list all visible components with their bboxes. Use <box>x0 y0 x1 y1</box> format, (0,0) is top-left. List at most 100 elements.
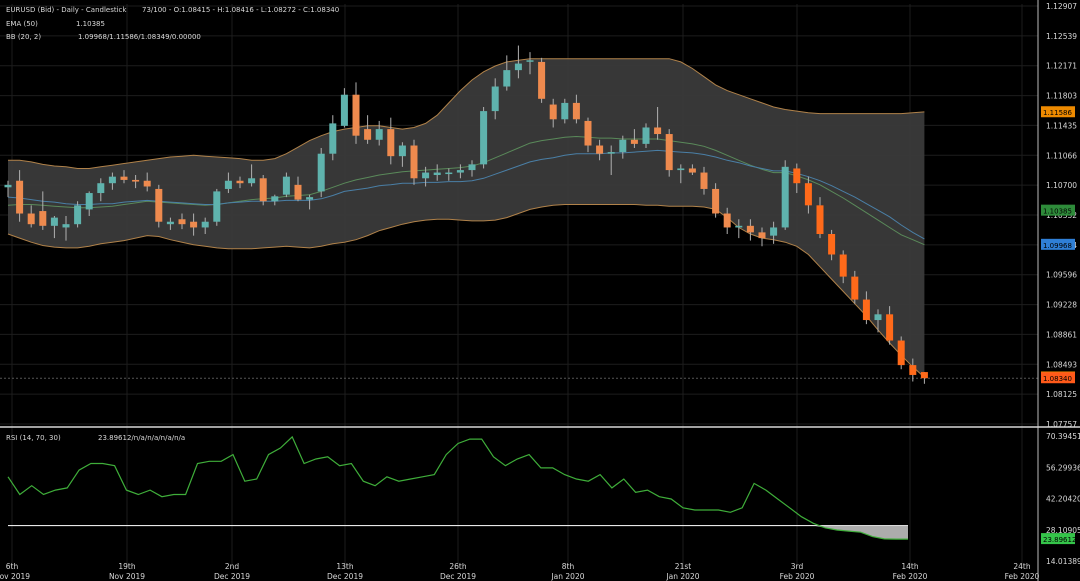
bollinger-bands <box>7 58 925 378</box>
candle-body <box>480 111 488 165</box>
candle-body <box>851 276 859 300</box>
bb-upper-line <box>8 58 925 169</box>
x-tick-month: Nov 2019 <box>0 572 30 581</box>
candle-body <box>364 129 372 140</box>
candle-body <box>85 193 93 210</box>
y-tick-label: 1.07757 <box>1046 420 1077 429</box>
candle-body <box>108 176 116 184</box>
candle-body <box>190 221 198 228</box>
candle-body <box>294 184 302 200</box>
candle-body <box>50 217 58 226</box>
y-tick-label: 1.08861 <box>1046 330 1077 339</box>
candle-body <box>538 61 546 99</box>
candle-body <box>352 94 360 136</box>
candle-body <box>62 224 70 228</box>
candle-body <box>770 227 778 236</box>
candle-body <box>909 365 917 375</box>
x-tick-month: Feb 2020 <box>893 572 928 581</box>
price-badge-text: 1.09968 <box>1043 242 1072 250</box>
candle-body <box>97 183 105 194</box>
candle-body <box>526 60 534 62</box>
rsi-badge-box <box>1041 533 1075 545</box>
y-tick-label: 1.08493 <box>1046 360 1077 369</box>
candle-body <box>27 213 35 225</box>
price-badge-box <box>1041 204 1075 216</box>
candle-body <box>804 183 812 206</box>
candle-body <box>572 102 580 120</box>
candle-body <box>723 213 731 228</box>
x-tick-month: Dec 2019 <box>440 572 476 581</box>
candle-body <box>4 184 12 188</box>
bb-label: BB (20, 2) <box>6 33 42 41</box>
candle-body <box>920 372 928 379</box>
y-tick-label: 1.12907 <box>1046 2 1077 11</box>
chart-title: EURUSD (Bid) - Daily - Candlestick <box>6 6 127 14</box>
rsi-oversold-fill <box>813 525 908 540</box>
rsi-tick-label: 14.01389 <box>1046 557 1080 566</box>
candle-body <box>781 166 789 228</box>
candle-body <box>248 178 256 184</box>
candle-body <box>491 86 499 112</box>
rsi-panel <box>7 435 908 540</box>
candle-body <box>317 153 325 192</box>
candle-body <box>155 188 163 222</box>
x-tick-day: 19th <box>118 562 135 571</box>
x-tick-day: 2nd <box>225 562 240 571</box>
candle-body <box>862 299 870 321</box>
y-tick-label: 1.12539 <box>1046 32 1077 41</box>
candle-body <box>758 232 766 239</box>
candle-body <box>712 188 720 214</box>
y-tick-label: 1.11435 <box>1046 121 1077 130</box>
y-tick-label: 1.12171 <box>1046 62 1077 71</box>
candle-body <box>16 180 24 214</box>
candle-body <box>642 127 650 144</box>
x-tick-day: 24th <box>1013 562 1030 571</box>
candle-body <box>120 176 128 180</box>
candles <box>4 45 928 384</box>
candle-body <box>839 254 847 277</box>
candle-body <box>468 164 476 171</box>
candle-body <box>340 94 348 126</box>
rsi-badge: 23.89612 <box>1041 533 1076 545</box>
candle-body <box>700 172 708 189</box>
candle-body <box>514 63 522 71</box>
candle-body <box>398 145 406 157</box>
candle-body <box>271 196 279 202</box>
candle-body <box>746 225 754 233</box>
x-tick-day: 6th <box>6 562 19 571</box>
candle-body <box>654 127 662 135</box>
candle-body <box>816 205 824 235</box>
price-badge: 1.09968 <box>1041 238 1075 250</box>
x-tick-day: 13th <box>336 562 353 571</box>
x-tick-month: Dec 2019 <box>327 572 363 581</box>
candle-body <box>201 221 209 228</box>
y-tick-label: 1.11066 <box>1046 151 1077 160</box>
y-tick-label: 1.09596 <box>1046 271 1077 280</box>
candle-body <box>665 134 673 171</box>
candle-body <box>178 219 186 225</box>
ohlc-readout: 73/100 - O:1.08415 - H:1.08416 - L:1.082… <box>142 6 340 14</box>
candle-body <box>445 172 453 175</box>
price-badge-text: 1.11586 <box>1043 109 1072 117</box>
candle-body <box>897 340 905 366</box>
candle-body <box>422 172 430 179</box>
ema-label: EMA (50) <box>6 20 38 28</box>
candle-body <box>329 123 337 154</box>
grid-lines <box>0 4 1038 568</box>
x-tick-month: Jan 2020 <box>665 572 699 581</box>
x-tick-day: 3rd <box>791 562 804 571</box>
x-tick-day: 26th <box>449 562 466 571</box>
x-tick-month: Dec 2019 <box>214 572 250 581</box>
candle-body <box>549 104 557 120</box>
y-tick-label: 1.11803 <box>1046 92 1077 101</box>
rsi-tick-label: 28.10905 <box>1046 526 1080 535</box>
candle-body <box>375 129 383 140</box>
y-tick-label: 1.08125 <box>1046 390 1077 399</box>
rsi-tick-label: 70.39451 <box>1046 432 1080 441</box>
price-badge: 1.11586 <box>1041 106 1075 118</box>
x-tick-month: Jan 2020 <box>550 572 584 581</box>
bb-value: 1.09968/1.11586/1.08349/0.00000 <box>78 33 201 41</box>
candle-body <box>224 180 232 189</box>
rsi-value: 23.89612/n/a/n/a/n/a/n/a <box>98 434 186 442</box>
